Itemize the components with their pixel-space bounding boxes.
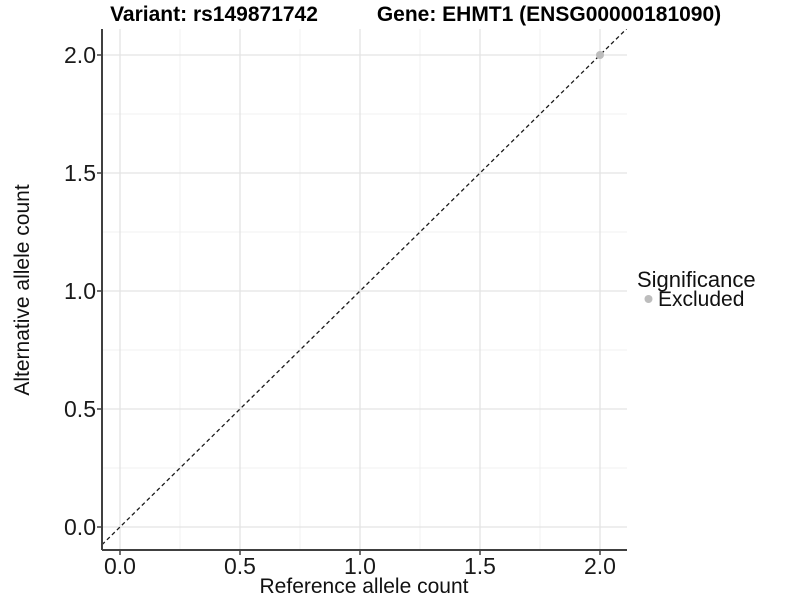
x-tick-label: 1.5 [464,553,496,579]
identity-dashed-line [102,29,627,546]
y-tick-label: 0.0 [64,514,96,540]
x-tick-label: 0.5 [224,553,256,579]
title-gene: Gene: EHMT1 (ENSG00000181090) [377,3,721,26]
x-tick-marks [119,550,601,555]
legend: Significance Excluded [637,267,756,311]
data-point-excluded [596,51,604,59]
x-tick-label: 0.0 [104,553,136,579]
major-gridlines [102,29,627,550]
x-tick-label: 2.0 [584,553,616,579]
x-tick-label: 1.0 [344,553,376,579]
x-tick-labels: 0.0 0.5 1.0 1.5 2.0 [104,553,616,579]
minor-gridlines [102,29,627,550]
y-tick-labels: 0.0 0.5 1.0 1.5 2.0 [64,42,96,540]
legend-item-excluded: Excluded [658,288,744,311]
y-tick-marks [97,54,102,528]
y-tick-label: 0.5 [64,396,96,422]
panel-background [102,29,627,550]
x-axis-title: Reference allele count [260,575,469,598]
y-tick-label: 1.5 [64,160,96,186]
y-tick-label: 2.0 [64,42,96,68]
title-variant: Variant: rs149871742 [110,3,318,26]
y-tick-label: 1.0 [64,278,96,304]
data-points [596,51,604,59]
legend-key-dot-icon [644,295,653,303]
y-axis-title: Alternative allele count [11,184,34,395]
legend-title: Significance [637,267,756,292]
